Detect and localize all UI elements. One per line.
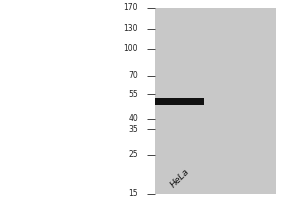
- Text: 35: 35: [128, 125, 138, 134]
- Text: 170: 170: [124, 3, 138, 12]
- Text: HeLa: HeLa: [169, 167, 192, 189]
- Text: 55: 55: [128, 90, 138, 99]
- Text: 15: 15: [128, 190, 138, 198]
- Text: 100: 100: [124, 44, 138, 53]
- Text: 25: 25: [128, 150, 138, 159]
- Text: 40: 40: [128, 114, 138, 123]
- Bar: [154, 8, 276, 194]
- Text: 70: 70: [128, 71, 138, 80]
- Bar: [154, 98, 204, 105]
- Text: 130: 130: [124, 24, 138, 33]
